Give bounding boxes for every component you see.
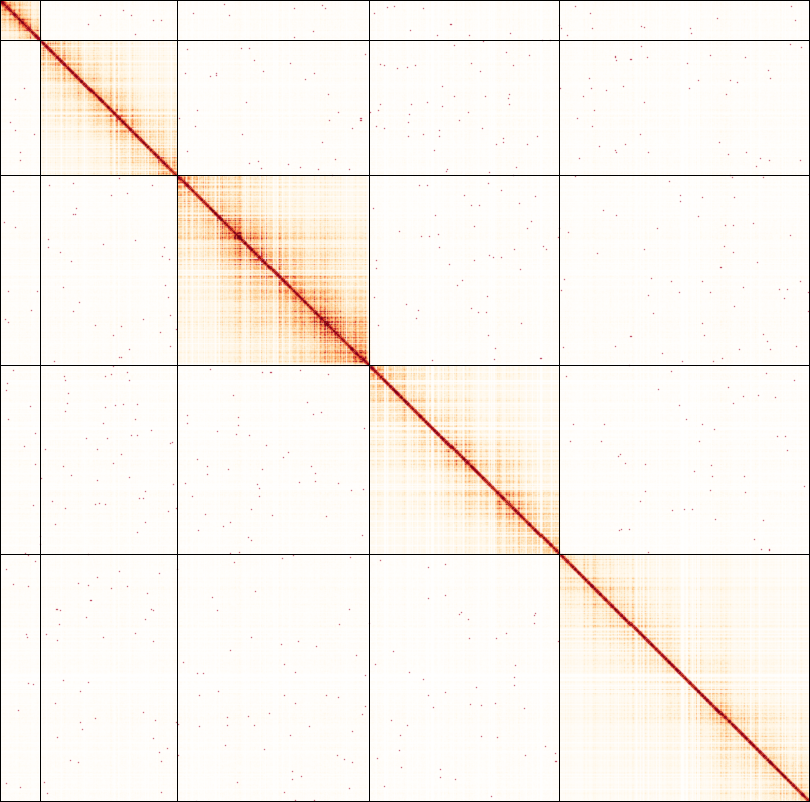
block-grid-overlay bbox=[0, 0, 810, 802]
contact-heatmap bbox=[0, 0, 810, 802]
heatmap-frame bbox=[0, 0, 810, 802]
